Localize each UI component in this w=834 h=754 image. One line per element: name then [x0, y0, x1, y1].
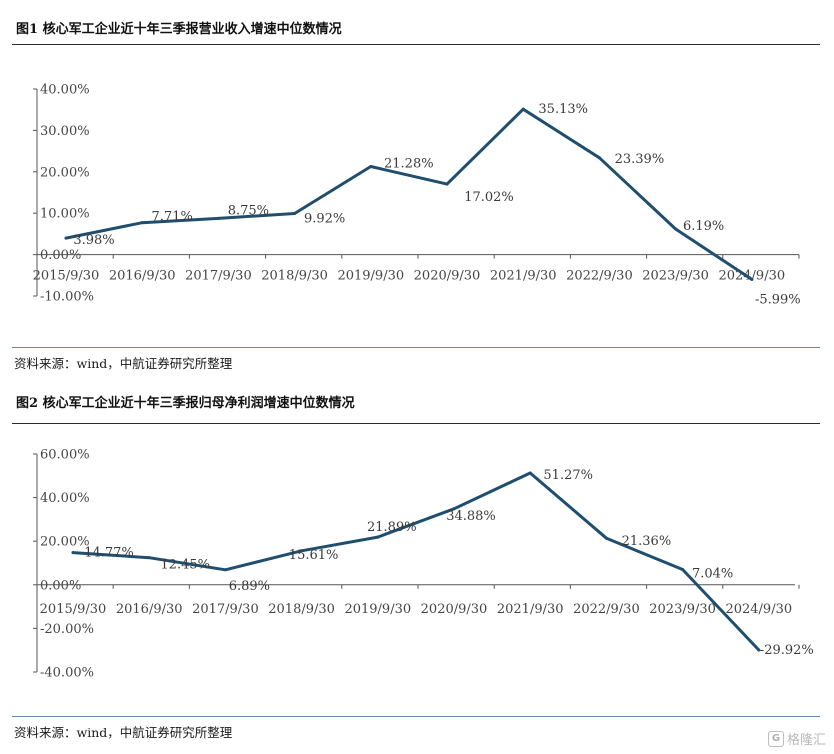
data-label: 21.28%	[384, 157, 434, 172]
data-label: 51.27%	[543, 468, 593, 483]
y-tick-label: 0.00%	[40, 248, 81, 263]
figure-2-title: 图2 核心军工企业近十年三季报归母净利润增速中位数情况	[16, 396, 355, 411]
data-point	[216, 216, 220, 220]
chart-1: 40.00% 30.00% 20.00% 10.00% 0.00% -10.00% 2015…	[33, 83, 801, 308]
data-label: 6.19%	[683, 219, 724, 234]
x-tick-label: 2018/9/30	[268, 602, 335, 617]
figure-1-source: 资料来源：wind，中航证券研究所整理	[14, 356, 233, 371]
series-line-1	[64, 107, 754, 281]
y-tick-label: -20.00%	[40, 622, 94, 637]
x-tick-label: 2017/9/30	[192, 602, 259, 617]
y-tick-label: -40.00%	[40, 666, 94, 681]
y-tick-label: -10.00%	[40, 290, 94, 305]
data-point	[452, 507, 456, 511]
data-label: -5.99%	[755, 292, 801, 307]
y-tick-label: 20.00%	[40, 535, 90, 550]
x-tick-label: 2021/9/30	[497, 602, 564, 617]
data-point	[521, 107, 525, 111]
x-tick-label: 2023/9/30	[649, 602, 716, 617]
data-label: 14.77%	[84, 546, 134, 561]
figure-1-top-rule	[12, 44, 820, 45]
data-point	[140, 221, 144, 225]
data-label: -29.92%	[760, 643, 814, 658]
x-tick-label: 2017/9/30	[185, 269, 252, 284]
data-label: 35.13%	[538, 102, 588, 117]
x-tick-label: 2022/9/30	[573, 602, 640, 617]
y-tick-label: 20.00%	[40, 165, 90, 180]
y-tick-label: 0.00%	[40, 578, 81, 593]
x-tick-label: 2024/9/30	[725, 602, 792, 617]
x-tick-label: 2023/9/30	[642, 269, 709, 284]
x-tick-label: 2016/9/30	[109, 269, 176, 284]
x-tick-label: 2024/9/30	[718, 269, 785, 284]
watermark: G 格隆汇	[767, 729, 826, 748]
figure-2-source: 资料来源：wind，中航证券研究所整理	[14, 725, 233, 740]
data-point	[445, 182, 449, 186]
y-tick-label: 40.00%	[40, 491, 90, 506]
data-label: 3.98%	[73, 233, 114, 248]
data-point	[376, 535, 380, 539]
x-tick-label: 2021/9/30	[490, 269, 557, 284]
x-tick-label: 2020/9/30	[414, 269, 481, 284]
data-point	[750, 277, 754, 281]
chart-2: 60.00% 40.00% 20.00% 0.00% -20.00% -40.00% 201…	[33, 448, 814, 681]
data-point	[300, 549, 304, 553]
data-label: 17.02%	[464, 190, 514, 205]
figure-1-bottom-rule	[12, 347, 820, 348]
data-label: 6.89%	[229, 579, 270, 594]
x-tick-label: 2015/9/30	[40, 602, 107, 617]
x-tick-label: 2019/9/30	[344, 602, 411, 617]
data-label: 7.04%	[692, 566, 733, 581]
x-tick-label: 2020/9/30	[421, 602, 488, 617]
data-point	[293, 212, 297, 216]
data-label: 7.71%	[152, 210, 193, 225]
x-tick-label: 2016/9/30	[116, 602, 183, 617]
y-tick-label: 30.00%	[40, 124, 90, 139]
x-tick-label: 2022/9/30	[566, 269, 633, 284]
watermark-text: 格隆汇	[786, 733, 826, 748]
y-tick-label: 10.00%	[40, 207, 90, 222]
data-label: 34.88%	[446, 509, 496, 524]
figure-1-title: 图1 核心军工企业近十年三季报营业收入增速中位数情况	[16, 22, 342, 37]
figure-2-bottom-rule	[12, 716, 820, 717]
data-point	[681, 567, 685, 571]
y-tick-label: 60.00%	[40, 448, 90, 463]
series-line-2	[71, 471, 761, 652]
data-point	[674, 227, 678, 231]
data-label: 15.61%	[289, 548, 339, 563]
x-tick-label: 2018/9/30	[261, 269, 328, 284]
data-point	[369, 165, 373, 169]
data-point	[528, 471, 532, 475]
figure-2-top-rule	[12, 423, 820, 424]
data-point	[757, 648, 761, 652]
data-label: 9.92%	[304, 212, 345, 227]
data-point	[604, 536, 608, 540]
y-tick-label: 40.00%	[40, 83, 90, 98]
data-point	[71, 551, 75, 555]
x-tick-label: 2015/9/30	[33, 269, 100, 284]
x-tick-label: 2019/9/30	[337, 269, 404, 284]
data-label: 23.39%	[615, 152, 665, 167]
data-point	[223, 568, 227, 572]
data-label: 21.36%	[622, 534, 672, 549]
data-label: 12.45%	[160, 558, 210, 573]
data-point	[147, 556, 151, 560]
data-point	[64, 236, 68, 240]
data-label: 21.89%	[367, 520, 417, 535]
data-label: 8.75%	[228, 203, 269, 218]
watermark-logo-icon: G	[767, 730, 784, 747]
data-point	[597, 156, 601, 160]
